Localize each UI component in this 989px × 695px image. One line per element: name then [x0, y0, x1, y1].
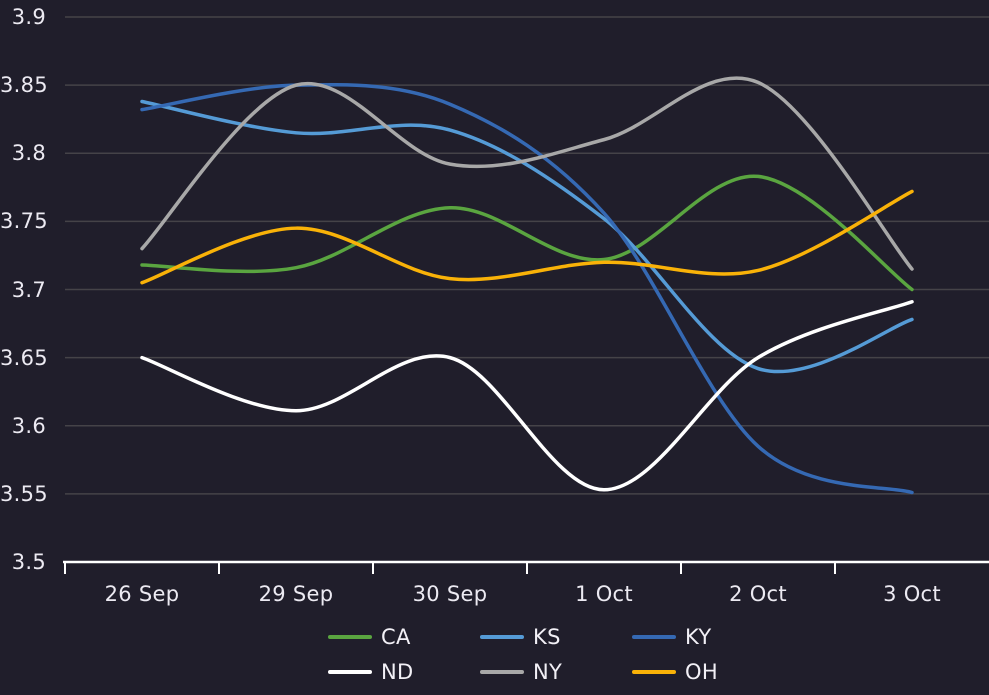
legend-swatch-icon: [632, 635, 676, 639]
y-axis-label: 3.5: [11, 550, 46, 574]
series-line-ks: [140, 99, 914, 374]
y-axis-label: 3.6: [11, 413, 46, 438]
legend-item-nd[interactable]: ND: [328, 661, 480, 683]
x-axis-label: 29 Sep: [258, 582, 334, 606]
x-axis-label: 30 Sep: [412, 582, 488, 606]
legend-swatch-icon: [328, 670, 372, 674]
series-line-oh: [140, 189, 914, 285]
legend-label: OH: [685, 660, 718, 684]
legend-swatch-icon: [480, 635, 524, 639]
x-axis-label: 1 Oct: [575, 582, 633, 606]
legend-label: KY: [685, 625, 712, 649]
y-axis-label: 3.55: [0, 481, 48, 506]
y-axis-label: 3.65: [0, 345, 48, 370]
series-line-ky: [140, 82, 914, 495]
x-axis-label: 26 Sep: [104, 582, 180, 606]
chart-canvas: [63, 16, 989, 574]
legend-item-ny[interactable]: NY: [480, 661, 632, 683]
legend-label: CA: [381, 625, 411, 649]
legend: CA KS KY ND NY OH: [328, 626, 802, 683]
x-axis-label: 2 Oct: [729, 582, 787, 606]
y-axis-label: 3.85: [0, 73, 48, 98]
legend-swatch-icon: [480, 670, 524, 674]
series-line-ca: [140, 174, 914, 292]
legend-item-ky[interactable]: KY: [632, 626, 802, 648]
legend-label: NY: [533, 660, 563, 684]
legend-swatch-icon: [632, 670, 676, 674]
legend-item-oh[interactable]: OH: [632, 661, 802, 683]
y-axis-label: 3.8: [11, 141, 46, 166]
series-line-ny: [140, 76, 914, 271]
legend-swatch-icon: [328, 635, 372, 639]
y-axis-label: 3.9: [11, 5, 46, 29]
series-line-nd: [140, 300, 914, 492]
legend-label: ND: [381, 660, 414, 684]
y-axis-label: 3.7: [11, 277, 46, 302]
legend-label: KS: [533, 625, 561, 649]
x-axis-label: 3 Oct: [883, 582, 941, 606]
y-axis-label: 3.75: [0, 209, 48, 234]
legend-item-ks[interactable]: KS: [480, 626, 632, 648]
legend-item-ca[interactable]: CA: [328, 626, 480, 648]
